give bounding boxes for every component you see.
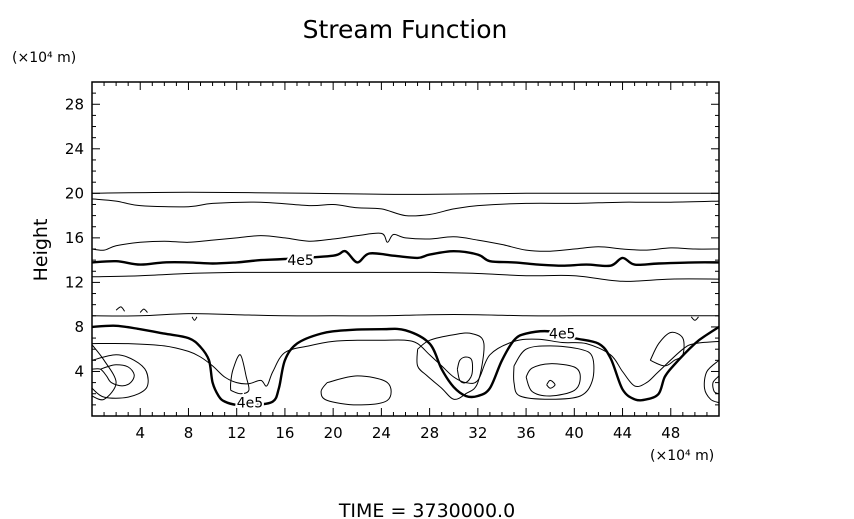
- contour-line-22: [115, 306, 126, 312]
- x-tick-label: 4: [135, 424, 145, 442]
- contour-line-19: [649, 331, 685, 367]
- contour-line-24: [191, 316, 198, 321]
- x-tick-label: 32: [468, 424, 487, 442]
- x-tick-label: 16: [275, 424, 294, 442]
- contour-line-12: [230, 354, 250, 395]
- contour-line-10: [91, 354, 149, 399]
- y-unit-label: (×10⁴ m): [12, 50, 76, 66]
- contour-label-1: 4e5: [287, 253, 313, 269]
- contour-line-9: [91, 344, 117, 401]
- x-tick-label: 24: [372, 424, 391, 442]
- y-tick-label: 4: [74, 362, 84, 380]
- x-tick-label: 44: [613, 424, 632, 442]
- y-tick-label: 28: [65, 95, 84, 113]
- contour-line-7: [91, 338, 720, 388]
- x-tick-label: 28: [420, 424, 439, 442]
- x-tick-label: 40: [565, 424, 584, 442]
- y-tick-label: 20: [65, 184, 84, 202]
- contour-line-6: [91, 313, 719, 317]
- plot-frame: [91, 81, 720, 417]
- x-tick-label: 12: [227, 424, 246, 442]
- y-tick-label: 12: [65, 273, 84, 291]
- y-tick-label: 16: [65, 229, 84, 247]
- y-tick-label: 24: [65, 140, 84, 158]
- contour-line-15: [456, 356, 474, 384]
- contour-line-5: [91, 271, 720, 282]
- contour-line-13: [320, 375, 392, 406]
- chart-title: Stream Function: [303, 15, 508, 44]
- contour-line-17: [525, 363, 581, 397]
- y-axis-label: Height: [30, 219, 52, 282]
- contour-line-2: [91, 198, 720, 217]
- contour-label-2: 4e5: [549, 327, 575, 343]
- contour-labels: 4e5 4e5 4e5: [235, 251, 578, 414]
- contour-line-20: [703, 359, 720, 404]
- contour-line-14: [416, 332, 485, 400]
- contour-line-18: [546, 379, 556, 389]
- contour-lines: [91, 191, 720, 407]
- x-tick-label: 36: [517, 424, 536, 442]
- x-tick-label: 20: [324, 424, 343, 442]
- y-tick-label: 8: [74, 318, 84, 336]
- contour-line-4: [91, 249, 720, 268]
- contour-line-16: [513, 345, 595, 400]
- x-tick-label: 8: [184, 424, 194, 442]
- contour-line-3: [91, 232, 720, 252]
- contour-line-1: [91, 191, 720, 195]
- time-footer: TIME = 3730000.0: [338, 500, 515, 519]
- contour-label-3: 4e5: [237, 396, 263, 412]
- x-unit-label: (×10⁴ m): [650, 448, 714, 464]
- contour-line-8: [91, 324, 720, 407]
- contour-line-21: [712, 375, 720, 395]
- contour-line-23: [139, 308, 148, 313]
- x-tick-label: 48: [661, 424, 680, 442]
- contour-line-25: [690, 316, 699, 321]
- contour-line-11: [91, 364, 135, 387]
